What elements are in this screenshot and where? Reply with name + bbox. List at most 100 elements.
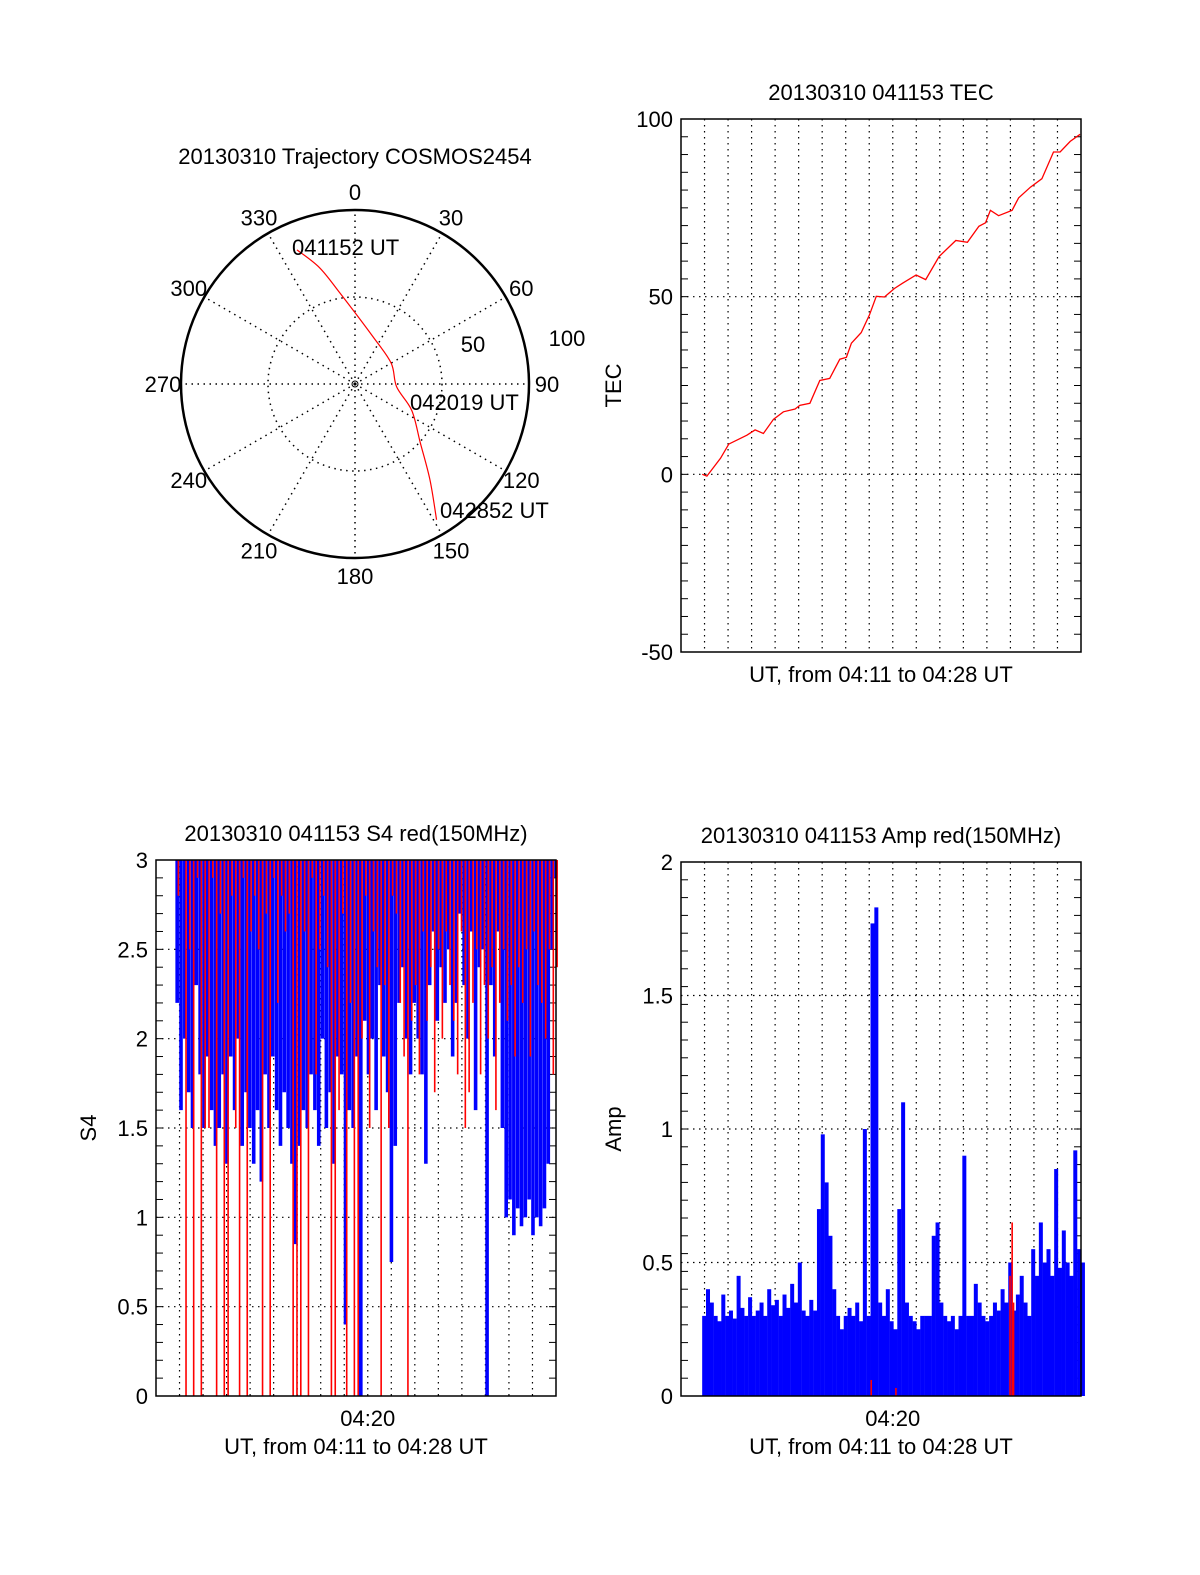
radial-grid-line [267,232,356,385]
amp-blue-bar [881,1315,886,1396]
tec-series-line [701,133,1081,477]
amp-blue-bar [801,1310,806,1396]
s4-plot: 20130310 041153 S4 red(150MHz) 0 0.5 1 1.5 2 2… [76,821,558,1459]
amp-blue-bar [832,1289,837,1396]
amp-blue-bar [702,1315,707,1396]
plot-frame [155,859,557,1397]
y-axis-label: S4 [76,1115,101,1142]
amp-blue-bar [1019,1275,1024,1396]
amp-blue-bar [943,1315,948,1396]
x-tick-label: 04:20 [865,1406,920,1431]
amp-blue-bar [816,1209,821,1396]
amp-blue-bar [717,1321,722,1396]
amp-blue-bar [1065,1262,1070,1396]
amp-blue-bar [924,1315,929,1396]
amp-blue-bar [774,1299,779,1396]
amp-blue-bar [1050,1275,1055,1396]
amp-blue-bar [969,1315,974,1396]
amp-blue-bar [916,1329,921,1396]
y-tick-label: 2 [661,850,673,875]
amp-blue-bar [820,1134,825,1396]
amp-blue-bar [1057,1267,1062,1396]
amp-blue-bar [1038,1222,1043,1396]
amp-blue-bar [1080,1262,1085,1396]
y-tick-label: 100 [636,107,673,132]
amp-blue-bar [778,1315,783,1396]
amp-blue-bar [897,1209,902,1396]
y-tick-label: 50 [649,285,673,310]
amp-blue-bar [813,1310,818,1396]
amp-blue-bar [912,1321,917,1396]
amp-blue-bar [958,1315,963,1396]
grid-circle-50 [267,296,443,472]
amp-blue-bar [939,1302,944,1396]
amp-blue-bar [981,1315,986,1396]
plot-frame [680,118,1082,653]
amp-blue-bar [797,1262,802,1396]
tec-plot: 20130310 041153 TEC 100 50 0 -50 TEC UT, from … [601,80,1082,687]
amp-blue-bar [889,1321,894,1396]
amp-blue-bar [947,1321,952,1396]
radial-grid-line [267,383,356,536]
amp-blue-bar [920,1315,925,1396]
outer-circle [179,208,531,560]
amp-blue-bar [790,1283,795,1396]
amp-red-bar [1012,1302,1015,1396]
amp-blue-bar [1000,1289,1005,1396]
amp-blue-bar [870,923,875,1396]
amp-blue-bar [763,1315,768,1396]
y-tick-label: 3 [136,848,148,873]
angle-label: 330 [241,206,278,231]
amp-blue-bar [725,1315,730,1396]
radial-grid-line [354,296,507,385]
amp-blue-bar [989,1315,994,1396]
amp-blue-bar [851,1315,856,1396]
amp-blue-bar [954,1329,959,1396]
amp-red-bar [895,1387,897,1396]
amp-blue-bar [751,1315,756,1396]
amp-blue-bar [771,1305,776,1396]
amp-blue-bar [1023,1302,1028,1396]
plot-frame [680,861,1082,1397]
amp-blue-bar [1031,1249,1036,1396]
amp-blue-bar [839,1329,844,1396]
amp-blue-bar [901,1102,906,1396]
chart-title: 20130310 041153 TEC [768,80,994,105]
radial-grid-line [354,383,443,536]
amp-blue-bar [1073,1150,1078,1396]
amp-blue-bar [1054,1169,1059,1396]
amp-red-bar [1011,1222,1013,1396]
amp-blue-bar [966,1315,971,1396]
amp-blue-bar [755,1310,760,1396]
y-tick-label: 1.5 [642,984,673,1009]
amp-red-bar [1009,1275,1011,1396]
time-label-end: 042852 UT [440,498,549,523]
amp-blue-bar [721,1294,726,1396]
amp-blue-bar [935,1222,940,1396]
amp-blue-bar [878,1302,883,1396]
amp-blue-bar [1042,1262,1047,1396]
amp-blue-bar [885,1289,890,1396]
amp-blue-bar [927,1315,932,1396]
y-tick-label: 1 [136,1205,148,1230]
y-tick-label: -50 [641,640,673,665]
angle-label: 210 [241,538,278,563]
radial-label-50: 50 [461,332,485,357]
amp-blue-bar [732,1318,737,1396]
angle-label: 180 [337,564,374,589]
amp-blue-bar [1004,1302,1009,1396]
amp-blue-bar [805,1315,810,1396]
amp-blue-bar [855,1302,860,1396]
time-label-middle: 042019 UT [410,390,519,415]
angle-label: 120 [503,468,540,493]
radial-grid-line [354,383,507,472]
amp-blue-bar [809,1299,814,1396]
y-tick-label: 0.5 [117,1295,148,1320]
radial-grid-line [203,383,356,472]
amp-blue-bar [740,1307,745,1396]
amp-blue-bar [904,1302,909,1396]
amp-blue-bar [847,1307,852,1396]
amp-blue-bar [1069,1275,1074,1396]
amp-blue-bar [985,1321,990,1396]
y-tick-label: 2.5 [117,937,148,962]
